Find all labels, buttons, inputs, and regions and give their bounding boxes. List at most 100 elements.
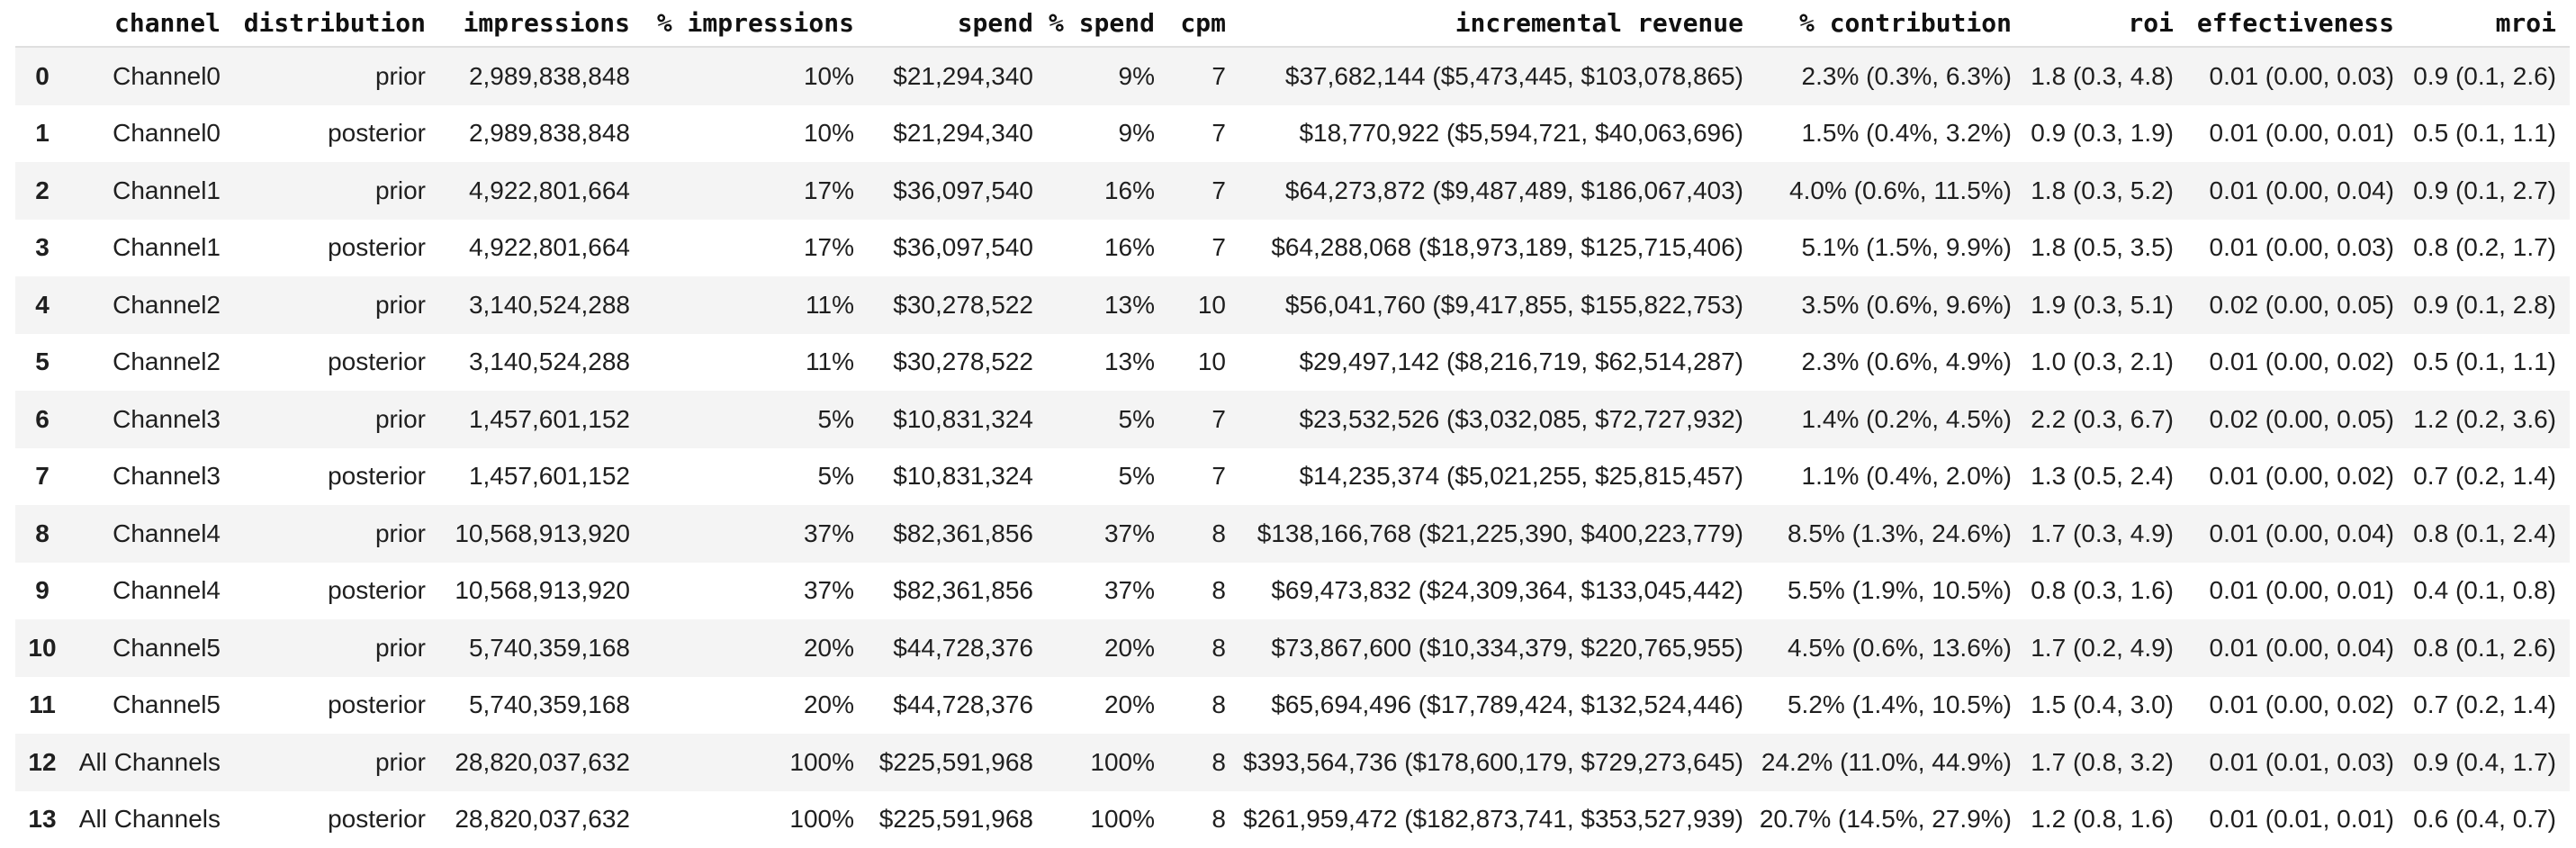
table-row: 7 Channel3 posterior 1,457,601,152 5% $10,831… [15, 448, 2570, 506]
column-header-effectiveness: effectiveness [2174, 0, 2394, 48]
cell-cpm: 7 [1155, 391, 1226, 448]
cell-distribution: posterior [328, 347, 426, 376]
cell-index: 13 [28, 805, 57, 834]
column-header-pct-impressions: % impressions [630, 0, 854, 48]
cell-distribution: posterior [328, 462, 426, 491]
cell-channel: Channel2 [69, 276, 221, 334]
cell-pct-contribution: 2.3% (0.3%, 6.3%) [1743, 47, 2012, 105]
cell-pct-contribution: 1.4% (0.2%, 4.5%) [1743, 391, 2012, 448]
cell-pct-impressions: 5% [630, 391, 854, 448]
cell-effectiveness: 0.02 (0.00, 0.05) [2174, 276, 2394, 334]
cell-impressions: 2,989,838,848 [426, 47, 630, 105]
cell-mroi: 0.5 (0.1, 1.1) [2413, 119, 2556, 148]
column-header-spend: spend [854, 0, 1033, 48]
cell-incremental-revenue: $56,041,760 ($9,417,855, $155,822,753) [1226, 276, 1743, 334]
cell-pct-contribution: 20.7% (14.5%, 27.9%) [1759, 805, 2012, 834]
table-row: 2 Channel1 prior 4,922,801,664 17% $36,097,54… [15, 162, 2570, 220]
cell-spend: $21,294,340 [854, 47, 1033, 105]
table-row: 0 Channel0 prior 2,989,838,848 10% $21,294,34… [15, 47, 2570, 105]
cell-roi: 1.7 (0.8, 3.2) [2012, 734, 2174, 791]
column-header-cpm: cpm [1155, 0, 1226, 48]
cell-pct-spend: 13% [1033, 276, 1155, 334]
table-row: 5 Channel2 posterior 3,140,524,288 11% $30,27… [15, 334, 2570, 392]
cell-distribution: posterior [328, 690, 426, 719]
cell-distribution: prior [221, 505, 426, 563]
cell-pct-impressions: 100% [789, 805, 854, 834]
cell-spend: $10,831,324 [854, 391, 1033, 448]
cell-pct-spend: 9% [1033, 47, 1155, 105]
cell-cpm: 8 [1211, 576, 1226, 605]
cell-distribution: posterior [328, 576, 426, 605]
cell-impressions: 5,740,359,168 [426, 619, 630, 677]
cell-pct-spend: 37% [1103, 576, 1155, 605]
table-row: 4 Channel2 prior 3,140,524,288 11% $30,278,52… [15, 276, 2570, 334]
cell-incremental-revenue: $29,497,142 ($8,216,719, $62,514,287) [1299, 347, 1743, 376]
cell-effectiveness: 0.01 (0.00, 0.02) [2209, 347, 2394, 376]
header-row: channel distribution impressions% impressi… [15, 0, 2570, 48]
column-header-channel: channel [69, 0, 221, 48]
cell-index: 0 [15, 47, 69, 105]
cell-pct-contribution: 24.2% (11.0%, 44.9%) [1743, 734, 2012, 791]
cell-roi: 0.8 (0.3, 1.6) [2031, 576, 2174, 605]
cell-channel: Channel1 [113, 233, 221, 262]
cell-index: 8 [15, 505, 69, 563]
cell-pct-spend: 20% [1103, 690, 1155, 719]
cell-channel: Channel3 [113, 462, 221, 491]
cell-mroi: 0.4 (0.1, 0.8) [2413, 576, 2556, 605]
cell-mroi: 0.9 (0.1, 2.8) [2394, 276, 2570, 334]
cell-roi: 1.2 (0.8, 1.6) [2031, 805, 2174, 834]
cell-mroi: 0.8 (0.1, 2.6) [2394, 619, 2570, 677]
cell-mroi: 1.2 (0.2, 3.6) [2394, 391, 2570, 448]
cell-pct-impressions: 17% [630, 162, 854, 220]
cell-channel: Channel4 [113, 576, 221, 605]
cell-spend: $10,831,324 [893, 462, 1033, 491]
cell-impressions: 5,740,359,168 [468, 690, 630, 719]
cell-cpm: 8 [1211, 690, 1226, 719]
channel-summary-table: channel distribution impressions% impressi… [15, 0, 2570, 848]
cell-spend: $225,591,968 [878, 805, 1033, 834]
cell-mroi: 0.7 (0.2, 1.4) [2413, 690, 2556, 719]
cell-mroi: 0.8 (0.1, 2.4) [2394, 505, 2570, 563]
cell-incremental-revenue: $64,273,872 ($9,487,489, $186,067,403) [1226, 162, 1743, 220]
cell-pct-spend: 20% [1033, 619, 1155, 677]
cell-channel: Channel0 [113, 119, 221, 148]
cell-pct-contribution: 1.5% (0.4%, 3.2%) [1801, 119, 2012, 148]
cell-effectiveness: 0.01 (0.00, 0.01) [2209, 576, 2394, 605]
cell-index: 7 [35, 462, 50, 491]
cell-mroi: 0.8 (0.2, 1.7) [2413, 233, 2556, 262]
cell-pct-impressions: 11% [806, 347, 854, 376]
cell-pct-impressions: 11% [630, 276, 854, 334]
cell-pct-contribution: 3.5% (0.6%, 9.6%) [1743, 276, 2012, 334]
cell-distribution: prior [221, 734, 426, 791]
table-row: 3 Channel1 posterior 4,922,801,664 17% $36,09… [15, 220, 2570, 277]
cell-index: 10 [15, 619, 69, 677]
cell-channel: Channel5 [69, 619, 221, 677]
cell-impressions: 28,820,037,632 [455, 805, 630, 834]
cell-pct-spend: 5% [1033, 391, 1155, 448]
cell-incremental-revenue: $261,959,472 ($182,873,741, $353,527,939… [1243, 805, 1743, 834]
cell-pct-contribution: 4.0% (0.6%, 11.5%) [1743, 162, 2012, 220]
table-row: 10 Channel5 prior 5,740,359,168 20% $44,728,3… [15, 619, 2570, 677]
cell-pct-impressions: 20% [803, 690, 854, 719]
cell-impressions: 28,820,037,632 [426, 734, 630, 791]
cell-cpm: 7 [1211, 233, 1226, 262]
cell-impressions: 3,140,524,288 [426, 276, 630, 334]
cell-incremental-revenue: $65,694,496 ($17,789,424, $132,524,446) [1271, 690, 1743, 719]
cell-pct-impressions: 10% [803, 119, 854, 148]
cell-effectiveness: 0.01 (0.00, 0.04) [2174, 162, 2394, 220]
cell-roi: 1.9 (0.3, 5.1) [2012, 276, 2174, 334]
cell-pct-impressions: 5% [817, 462, 854, 491]
column-header-incremental-revenue: incremental revenue [1226, 0, 1743, 48]
column-header-distribution: distribution [221, 0, 426, 48]
cell-spend: $82,361,856 [893, 576, 1033, 605]
cell-index: 11 [29, 690, 56, 719]
cell-index: 12 [15, 734, 69, 791]
cell-mroi: 0.7 (0.2, 1.4) [2413, 462, 2556, 491]
column-header-pct-contribution: % contribution [1743, 0, 2012, 48]
cell-distribution: prior [221, 391, 426, 448]
cell-pct-impressions: 37% [803, 576, 854, 605]
cell-channel: Channel1 [69, 162, 221, 220]
cell-index: 1 [35, 119, 50, 148]
cell-pct-spend: 9% [1118, 119, 1155, 148]
cell-pct-impressions: 100% [630, 734, 854, 791]
